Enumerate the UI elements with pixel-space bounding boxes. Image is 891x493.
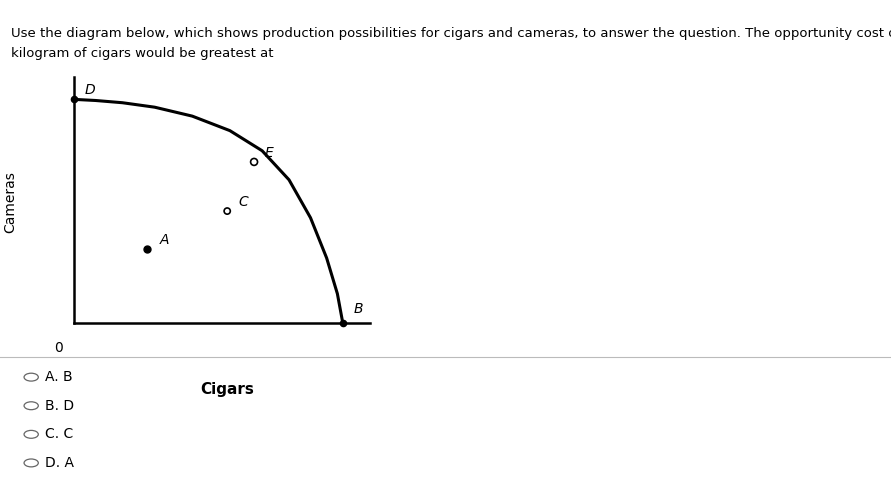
Text: D. A: D. A: [45, 456, 75, 470]
Text: B. D: B. D: [45, 399, 75, 413]
Text: Cigars: Cigars: [200, 382, 254, 397]
Point: [247, 158, 261, 166]
Text: Cameras: Cameras: [4, 171, 17, 233]
Text: kilogram of cigars would be greatest at: kilogram of cigars would be greatest at: [11, 47, 274, 60]
Text: D: D: [85, 83, 95, 97]
Point: [220, 207, 234, 215]
Text: C. C: C. C: [45, 427, 74, 441]
Text: 0: 0: [54, 341, 63, 354]
Text: A: A: [160, 233, 169, 247]
Text: B: B: [354, 302, 363, 316]
Text: C: C: [238, 195, 248, 209]
Point: [336, 319, 350, 327]
Text: A. B: A. B: [45, 370, 73, 384]
Point: [67, 96, 81, 104]
Point: [140, 245, 154, 253]
Text: Use the diagram below, which shows production possibilities for cigars and camer: Use the diagram below, which shows produ…: [11, 27, 891, 40]
Text: E: E: [265, 146, 274, 160]
